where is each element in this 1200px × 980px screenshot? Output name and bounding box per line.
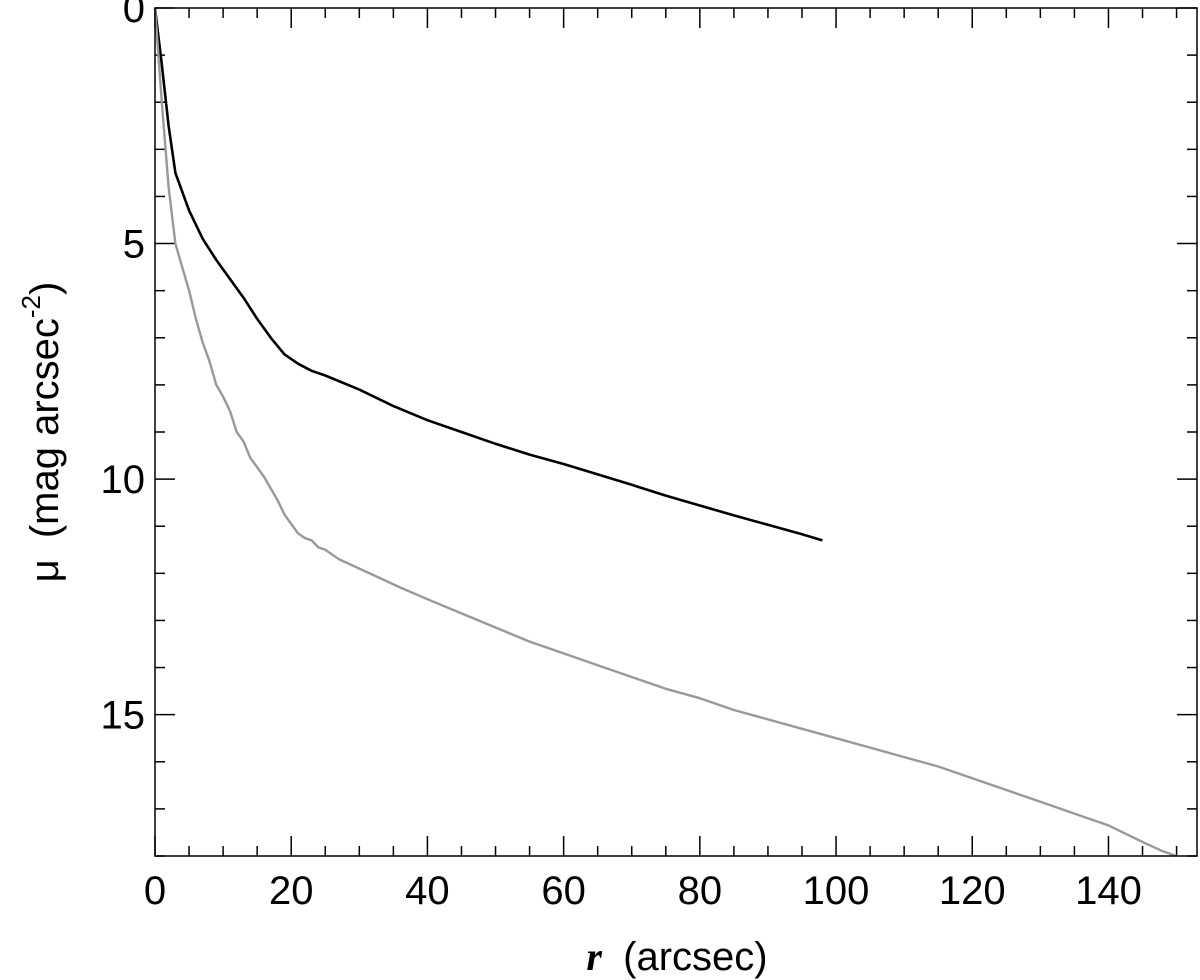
x-tick-labels: 0 20 40 60 80 100 120 140	[144, 869, 1142, 913]
y-axis-variable: μ	[23, 559, 67, 582]
y-tick-label: 15	[101, 694, 146, 738]
plot-frame	[154, 7, 1198, 857]
major-ticks	[154, 7, 1197, 856]
x-tick-label: 140	[1075, 869, 1142, 913]
y-tick-label: 10	[101, 458, 146, 502]
x-axis-variable: r	[586, 934, 602, 979]
x-axis-title: r (arcsec)	[586, 934, 767, 979]
series-layer	[153, 7, 1177, 858]
x-tick-label: 40	[405, 869, 450, 913]
x-tick-label: 20	[269, 869, 314, 913]
x-tick-label: 80	[678, 869, 723, 913]
y-tick-label: 0	[123, 0, 145, 31]
series-line-black	[153, 7, 823, 542]
y-axis-unit-close: )	[23, 282, 67, 295]
x-tick-label: 100	[803, 869, 870, 913]
y-tick-label: 5	[123, 223, 145, 267]
y-axis-title: μ (mag arcsec-2)	[16, 282, 67, 583]
series-line-gray	[153, 7, 1177, 858]
y-axis-unit-superscript: -2	[16, 295, 46, 318]
minor-ticks	[155, 8, 1197, 857]
x-tick-label: 60	[541, 869, 586, 913]
x-tick-label: 0	[144, 869, 166, 913]
y-tick-labels: 0 5 10 15	[101, 0, 146, 738]
x-tick-label: 120	[939, 869, 1006, 913]
x-axis-unit: (arcsec)	[623, 935, 767, 979]
y-axis-unit: (mag arcsec	[23, 318, 67, 538]
